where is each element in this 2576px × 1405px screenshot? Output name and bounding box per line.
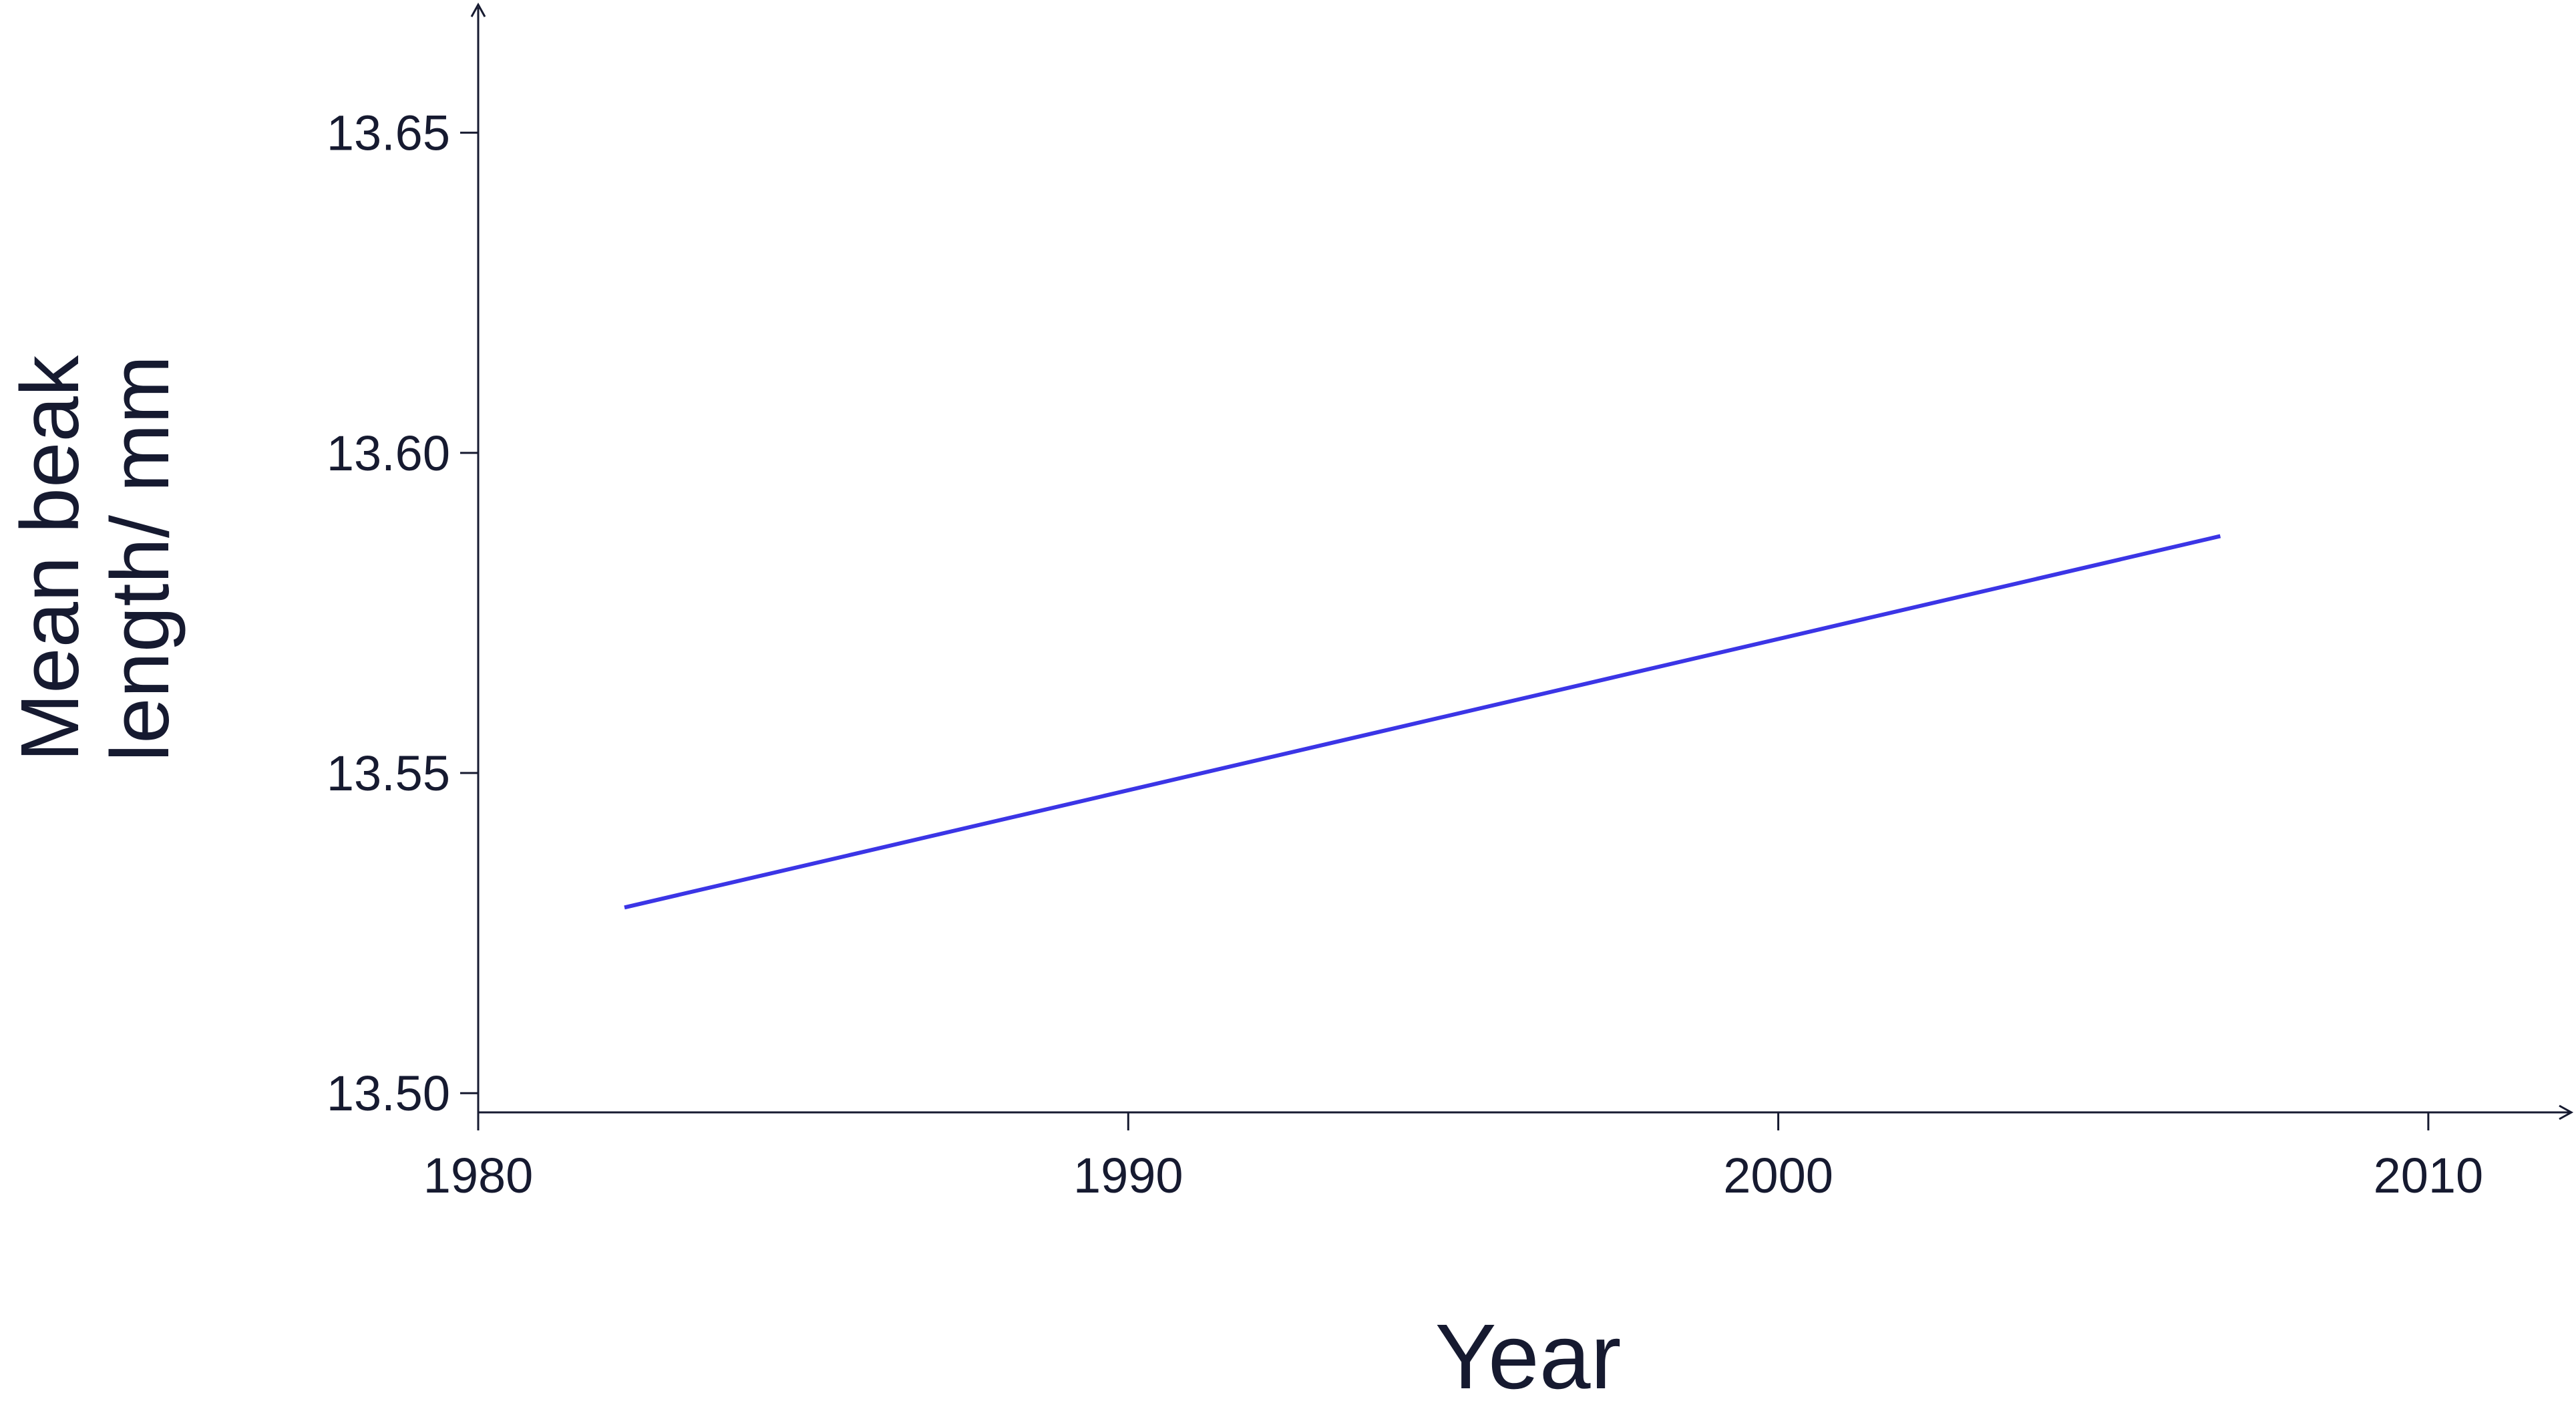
y-axis-arrow bbox=[470, 2, 486, 17]
x-tick-label: 1980 bbox=[423, 1148, 534, 1203]
data-line bbox=[624, 534, 2221, 910]
x-tick-label: 1990 bbox=[1073, 1148, 1183, 1203]
y-tick-label: 13.50 bbox=[327, 1066, 450, 1121]
x-axis-label: Year bbox=[1435, 1305, 1622, 1405]
y-axis-label: Mean beak length/ mm bbox=[5, 355, 186, 762]
y-tick-label: 13.55 bbox=[327, 746, 450, 801]
y-tick-label: 13.65 bbox=[327, 106, 450, 161]
x-tick-label: 2000 bbox=[1723, 1148, 1833, 1203]
x-axis-arrow bbox=[2559, 1104, 2574, 1120]
y-tick-label: 13.60 bbox=[327, 426, 450, 481]
x-tick-label: 2010 bbox=[2374, 1148, 2484, 1203]
